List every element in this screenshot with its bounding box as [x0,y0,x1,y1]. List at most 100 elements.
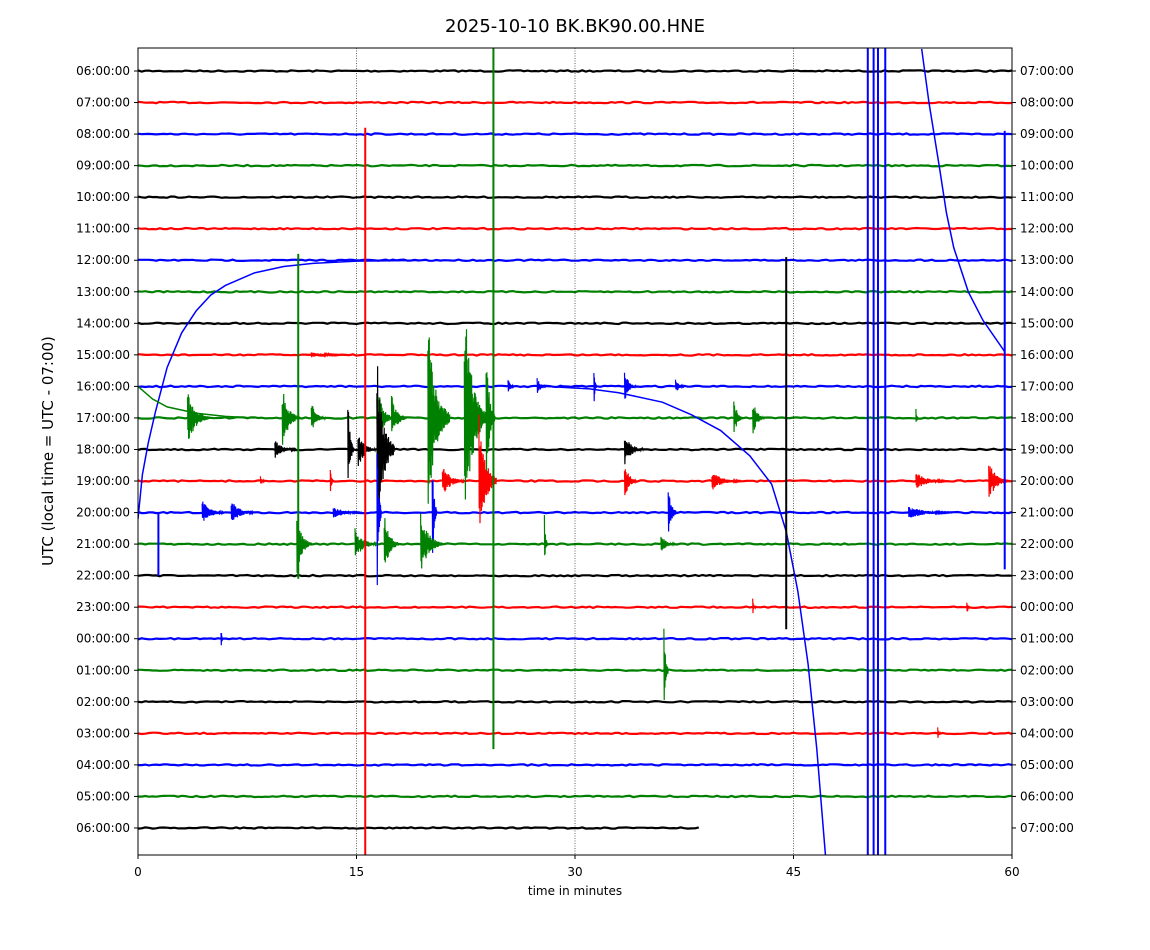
y-tick-label-left: 16:00:00 [76,379,130,393]
x-tick-label: 30 [567,865,582,879]
y-tick-label-right: 10:00:00 [1020,159,1074,173]
y-tick-label-right: 18:00:00 [1020,411,1074,425]
trace-burst [357,437,376,467]
y-tick-label-right: 00:00:00 [1020,600,1074,614]
y-tick-label-right: 12:00:00 [1020,222,1074,236]
trace-burst [711,474,742,490]
trace-burst [623,372,637,399]
y-axis-label: UTC (local time = UTC - 07:00) [39,336,57,566]
y-tick-label-left: 14:00:00 [76,316,130,330]
y-tick-label-left: 03:00:00 [76,726,130,740]
trace-burst [347,409,355,479]
y-tick-label-left: 02:00:00 [76,695,130,709]
y-tick-label-left: 06:00:00 [76,821,130,835]
y-tick-label-right: 22:00:00 [1020,537,1074,551]
x-axis-label: time in minutes [527,884,623,898]
x-tick-label: 60 [1004,865,1019,879]
trace-burst [966,602,971,612]
trace-row [138,699,1012,704]
trace-burst [310,351,356,358]
trace-burst [937,727,942,738]
trace-row [138,668,1012,673]
trace-burst [441,468,465,492]
trace-burst [431,480,438,553]
trace-burst [329,469,334,492]
trace-burst [390,395,407,432]
y-tick-label-right: 02:00:00 [1020,663,1074,677]
traces [138,48,1012,855]
y-tick-label-right: 07:00:00 [1020,821,1074,835]
trace-row [138,353,1012,357]
trace-row [138,289,1012,294]
trace-row [138,100,1012,105]
trace-burst [230,503,254,521]
y-tick-label-right: 17:00:00 [1020,379,1074,393]
y-tick-label-left: 19:00:00 [76,474,130,488]
trace-burst [593,373,598,402]
trace-burst [543,514,548,556]
y-tick-label-right: 09:00:00 [1020,127,1074,141]
trace-burst [376,366,395,522]
y-tick-label-right: 15:00:00 [1020,316,1074,330]
trace-burst [507,380,515,392]
trace-burst [623,469,637,496]
trace-burst [674,379,685,391]
y-tick-label-left: 18:00:00 [76,442,130,456]
y-tick-label-left: 23:00:00 [76,600,130,614]
trace-burst [733,401,744,433]
y-tick-label-right: 01:00:00 [1020,632,1074,646]
y-tick-label-left: 09:00:00 [76,159,130,173]
y-tick-label-right: 14:00:00 [1020,285,1074,299]
y-tick-label-right: 07:00:00 [1020,64,1074,78]
trace-burst [274,441,298,458]
trace-row [138,195,1012,199]
trace-drift-curve [920,48,1006,353]
y-tick-label-right: 19:00:00 [1020,442,1074,456]
y-tick-label-left: 11:00:00 [76,222,130,236]
y-tick-label-left: 17:00:00 [76,411,130,425]
y-tick-label-left: 04:00:00 [76,758,130,772]
y-tick-label-right: 05:00:00 [1020,758,1074,772]
trace-row [138,763,1012,767]
y-tick-label-right: 21:00:00 [1020,506,1074,520]
y-tick-label-right: 06:00:00 [1020,789,1074,803]
trace-row [138,542,1012,546]
x-tick-label: 0 [134,865,142,879]
y-tick-label-right: 03:00:00 [1020,695,1074,709]
trace-drift-curve [138,259,430,519]
trace-burst [383,518,400,563]
trace-burst [281,393,301,445]
y-tick-label-left: 13:00:00 [76,285,130,299]
trace-burst [186,394,210,439]
y-tick-label-left: 20:00:00 [76,506,130,520]
trace-burst [915,408,920,422]
trace-burst [420,513,443,569]
y-tick-label-left: 21:00:00 [76,537,130,551]
trace-burst [220,632,225,646]
trace-burst [752,598,757,614]
y-tick-label-left: 08:00:00 [76,127,130,141]
y-tick-label-right: 20:00:00 [1020,474,1074,488]
x-tick-label: 15 [349,865,364,879]
trace-burst [376,453,382,586]
trace-burst [623,440,645,465]
y-tick-label-right: 23:00:00 [1020,569,1074,583]
y-tick-label-left: 05:00:00 [76,789,130,803]
trace-burst [536,378,547,393]
y-tick-label-left: 15:00:00 [76,348,130,362]
trace-burst [463,329,487,500]
trace-row [138,605,1012,610]
y-tick-label-right: 11:00:00 [1020,190,1074,204]
trace-row [138,510,1012,515]
trace-row [138,163,1012,168]
trace-burst [660,536,676,551]
y-tick-label-right: 13:00:00 [1020,253,1074,267]
trace-burst [201,501,225,521]
trace-row [138,573,1012,578]
y-tick-label-left: 07:00:00 [76,96,130,110]
trace-burst [310,405,327,428]
chart-title: 2025-10-10 BK.BK90.00.HNE [445,16,705,37]
trace-burst [667,492,678,532]
trace-burst [259,476,266,484]
y-tick-label-left: 06:00:00 [76,64,130,78]
